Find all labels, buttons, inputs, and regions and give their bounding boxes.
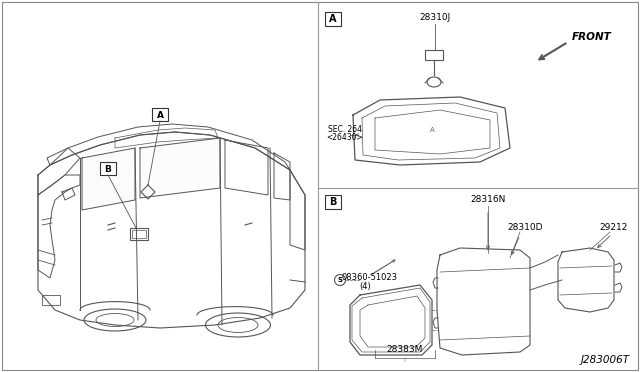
- Bar: [325, 195, 341, 209]
- Polygon shape: [82, 148, 135, 210]
- Text: S: S: [337, 277, 342, 283]
- Text: FRONT: FRONT: [572, 32, 612, 42]
- Text: 28316N: 28316N: [470, 196, 506, 205]
- Bar: [132, 230, 146, 238]
- Bar: [130, 228, 148, 240]
- Text: J283006T: J283006T: [581, 355, 630, 365]
- Bar: [42, 295, 60, 305]
- Bar: [425, 50, 443, 60]
- Text: B: B: [330, 197, 337, 207]
- Bar: [100, 162, 116, 175]
- Text: SEC. 264: SEC. 264: [328, 125, 362, 135]
- Text: A: A: [329, 14, 337, 24]
- Bar: [152, 108, 168, 121]
- Text: B: B: [104, 164, 111, 173]
- Text: 29212: 29212: [600, 224, 628, 232]
- Text: (4): (4): [359, 282, 371, 292]
- Text: <26430>: <26430>: [326, 134, 364, 142]
- Bar: [325, 12, 341, 26]
- Text: 28383M: 28383M: [387, 346, 423, 355]
- Text: A: A: [157, 110, 163, 119]
- Text: A: A: [429, 127, 435, 133]
- Text: 28310D: 28310D: [508, 224, 543, 232]
- Polygon shape: [140, 138, 220, 198]
- Text: 28310J: 28310J: [419, 13, 451, 22]
- Text: 08360-51023: 08360-51023: [342, 273, 398, 282]
